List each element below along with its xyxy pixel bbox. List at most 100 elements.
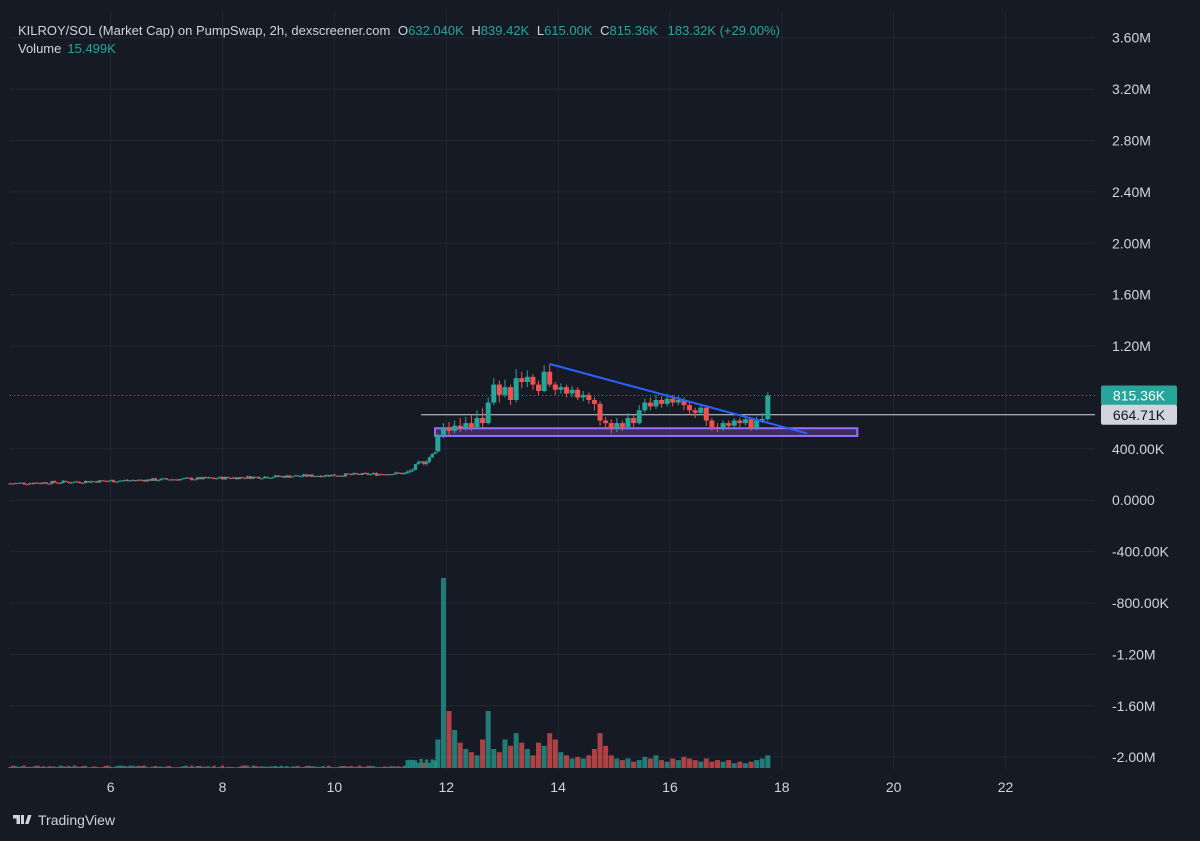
volume-bar	[338, 766, 342, 768]
trendline[interactable]	[549, 363, 808, 435]
volume-bar	[552, 739, 558, 768]
volume-bar	[223, 767, 227, 768]
y-tick-label: 2.40M	[1112, 184, 1151, 200]
volume-bar	[260, 766, 264, 768]
volume-bar	[687, 758, 693, 768]
support-zone[interactable]	[434, 427, 859, 437]
candle-body	[142, 480, 146, 482]
change-value: 183.32K (+29.00%)	[667, 23, 780, 38]
high-label: H	[471, 23, 481, 38]
volume-bar	[204, 766, 208, 768]
candle-body	[709, 420, 715, 427]
volume-bar	[416, 762, 420, 768]
candle-body	[360, 472, 364, 475]
candle-body	[496, 384, 502, 395]
candle-body	[614, 423, 620, 429]
volume-bar	[30, 766, 34, 768]
volume-bar	[27, 766, 32, 768]
volume-bar	[569, 758, 575, 768]
candle-body	[195, 477, 199, 480]
volume-bar	[422, 762, 426, 768]
volume-bar	[603, 745, 609, 768]
candle-body	[394, 472, 398, 475]
candle-body	[399, 473, 404, 475]
volume-bar	[128, 765, 132, 768]
volume-bar	[151, 766, 155, 768]
candle-body	[204, 477, 208, 479]
candle-body	[636, 410, 642, 424]
candle-body	[502, 387, 508, 395]
volume-bar	[636, 760, 642, 768]
candle-body	[212, 477, 216, 479]
chart-legend: KILROY/SOL (Market Cap) on PumpSwap, 2h,…	[18, 22, 780, 40]
candle-body	[97, 480, 102, 483]
candle-body	[75, 481, 79, 483]
volume-bar	[246, 765, 250, 768]
volume-bar	[148, 767, 152, 768]
volume-bar	[89, 767, 93, 768]
volume-bar	[296, 765, 300, 768]
volume-bar	[184, 765, 188, 768]
volume-bar	[234, 767, 239, 768]
volume-bar	[332, 767, 336, 768]
y-axis[interactable]: 3.60M 3.20M 2.80M 2.40M 2.00M 1.60M 1.20M 400.0…	[1112, 30, 1169, 765]
volume-bar	[642, 756, 648, 768]
candle-body	[223, 476, 227, 480]
price-lines	[10, 394, 1095, 416]
volume-bar	[120, 765, 124, 768]
volume-bar	[341, 766, 345, 768]
candle-body	[173, 479, 177, 481]
candle-body	[335, 475, 339, 477]
volume-value: 15.499K	[67, 41, 116, 56]
volume-bar	[457, 742, 463, 768]
volume-bar	[226, 766, 230, 768]
volume-bar	[430, 759, 434, 768]
candle-body	[692, 410, 698, 413]
candle-body	[27, 483, 32, 485]
candle-body	[324, 474, 328, 477]
volume-bar	[625, 758, 631, 768]
volume-bar	[41, 766, 46, 768]
high-value: 839.42K	[480, 23, 530, 38]
volume-bar	[425, 759, 429, 768]
volume-bar	[435, 739, 441, 768]
candle-body	[385, 474, 390, 476]
candle-body	[178, 478, 183, 481]
candle-body	[81, 482, 85, 484]
low-value: 615.00K	[544, 23, 593, 38]
candle-body	[397, 472, 401, 474]
tradingview-footer[interactable]: TradingView	[12, 812, 115, 828]
candle-body	[748, 419, 754, 429]
x-axis[interactable]: 6 8 10 12 14 16 18 20 22	[107, 779, 1014, 795]
volume-bar	[737, 761, 743, 768]
candle-body	[106, 481, 110, 483]
volume-bar	[411, 759, 415, 768]
volume-bar	[608, 755, 614, 768]
volume-bar	[558, 752, 564, 768]
candle-body	[316, 475, 320, 477]
volume-bar	[72, 765, 76, 768]
y-tick-label: 2.00M	[1112, 235, 1151, 251]
x-tick-label: 12	[438, 779, 454, 795]
volume-bar	[394, 766, 398, 768]
candle-body	[474, 417, 480, 427]
volume-bar	[369, 765, 373, 768]
candle-body	[687, 405, 693, 411]
candle-body	[411, 469, 415, 471]
candle-body	[619, 423, 625, 427]
candle-body	[95, 481, 99, 483]
volume-bar	[22, 765, 26, 768]
candle-body	[307, 474, 311, 477]
candle-body	[33, 482, 37, 484]
candle-body	[114, 481, 118, 483]
candle-body	[698, 407, 704, 413]
volume-bar	[11, 765, 15, 768]
volume-bar	[335, 767, 339, 768]
volume-bar	[215, 767, 219, 768]
candle-body	[78, 481, 82, 483]
volume-bar	[408, 759, 412, 768]
price-label-box	[1101, 385, 1177, 406]
candle-body	[131, 480, 135, 482]
volume-bar	[274, 765, 278, 768]
